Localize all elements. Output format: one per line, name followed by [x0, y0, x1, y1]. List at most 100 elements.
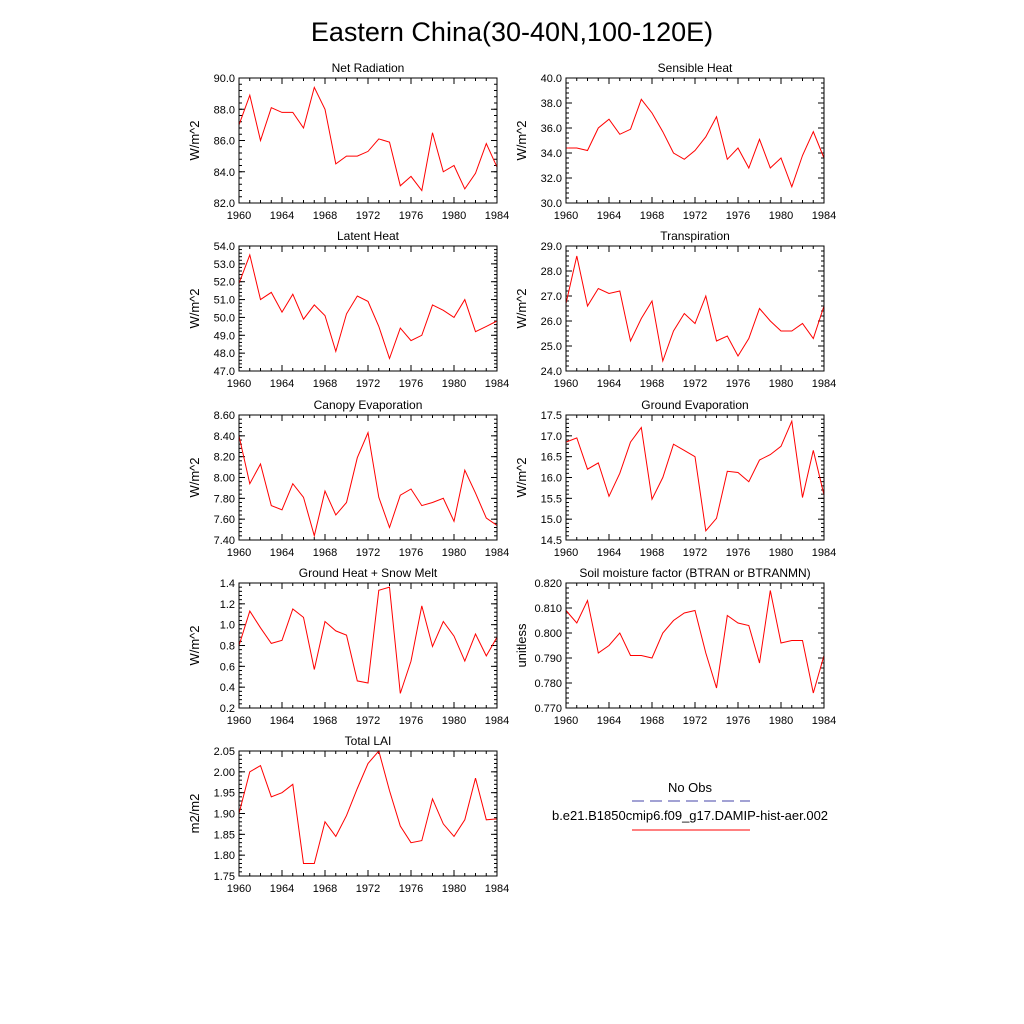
y-tick-label: 24.0 — [541, 366, 562, 378]
y-axis-label: W/m^2 — [187, 288, 202, 328]
y-tick-label: 86.0 — [214, 136, 235, 148]
panel-title: Transpiration — [660, 229, 730, 243]
x-tick-label: 1972 — [356, 210, 380, 222]
x-tick-label: 1980 — [769, 210, 793, 222]
x-tick-label: 1976 — [726, 547, 750, 559]
x-tick-label: 1984 — [485, 715, 509, 727]
panels-container: Net Radiation W/m^2 82.0 84.0 86.0 88.0 90.0 19… — [187, 61, 836, 895]
y-tick-label: 54.0 — [214, 241, 235, 253]
x-tick-label: 1980 — [442, 715, 466, 727]
x-tick-label: 1968 — [640, 547, 664, 559]
y-tick-label: 16.0 — [541, 473, 562, 485]
panel-title: Latent Heat — [337, 229, 400, 243]
x-tick-label: 1980 — [769, 715, 793, 727]
x-tick-label: 1968 — [640, 210, 664, 222]
legend-obs-label: No Obs — [668, 780, 713, 795]
legend-model-label: b.e21.B1850cmip6.f09_g17.DAMIP-hist-aer.… — [552, 808, 828, 823]
y-tick-label: 51.0 — [214, 295, 235, 307]
y-tick-label: 7.40 — [214, 535, 235, 547]
x-tick-label: 1984 — [812, 547, 836, 559]
x-tick-label: 1980 — [442, 210, 466, 222]
x-tick-label: 1976 — [726, 715, 750, 727]
chart-panel-7: Ground Heat + Snow Melt W/m^2 0.2 0.4 0.6 0.8… — [187, 566, 509, 727]
x-tick-label: 1968 — [640, 378, 664, 390]
chart-panel-2: Sensible Heat W/m^2 30.0 32.0 34.0 36.0 38.0 40… — [514, 61, 836, 222]
x-tick-label: 1976 — [399, 715, 423, 727]
series-line — [566, 98, 825, 189]
x-tick-label: 1976 — [726, 210, 750, 222]
y-tick-label: 28.0 — [541, 266, 562, 278]
x-tick-label: 1964 — [597, 378, 621, 390]
legend: No Obs b.e21.B1850cmip6.f09_g17.DAMIP-hi… — [552, 780, 828, 831]
x-tick-label: 1968 — [313, 883, 337, 895]
chart-panel-5: Canopy Evaporation W/m^2 7.40 7.60 7.80 8.00 8… — [187, 398, 509, 559]
x-tick-label: 1972 — [683, 210, 707, 222]
y-tick-label: 27.0 — [541, 291, 562, 303]
x-tick-label: 1980 — [769, 378, 793, 390]
y-tick-label: 17.0 — [541, 431, 562, 443]
y-tick-label: 7.60 — [214, 514, 235, 526]
chart-panel-9: Total LAI m2/m2 1.75 1.80 1.85 1.90 1.95 2.00 2.… — [187, 734, 509, 895]
x-tick-label: 1972 — [683, 378, 707, 390]
x-tick-label: 1968 — [313, 547, 337, 559]
y-tick-label: 2.00 — [214, 767, 235, 779]
y-tick-label: 8.60 — [214, 410, 235, 422]
y-axis-label: unitless — [514, 623, 529, 668]
series-line — [565, 255, 825, 363]
plot-frame — [238, 582, 498, 709]
x-tick-label: 1980 — [442, 883, 466, 895]
series-line — [238, 749, 498, 864]
plot-frame — [565, 245, 825, 372]
series-line — [238, 586, 498, 694]
y-tick-label: 88.0 — [214, 104, 235, 116]
x-tick-label: 1980 — [769, 547, 793, 559]
x-tick-label: 1984 — [812, 210, 836, 222]
x-tick-label: 1984 — [812, 378, 836, 390]
panel-title: Total LAI — [345, 734, 392, 748]
y-tick-label: 17.5 — [541, 410, 562, 422]
y-tick-label: 8.20 — [214, 452, 235, 464]
y-tick-label: 14.5 — [541, 535, 562, 547]
x-tick-label: 1976 — [399, 378, 423, 390]
panel-title: Sensible Heat — [658, 61, 733, 75]
chart-panel-3: Latent Heat W/m^2 47.0 48.0 49.0 50.0 51.0 52.0… — [187, 229, 509, 390]
chart-panel-8: Soil moisture factor (BTRAN or BTRANMN) u… — [514, 566, 836, 727]
x-tick-label: 1960 — [227, 547, 251, 559]
series-line — [565, 419, 825, 532]
x-tick-label: 1972 — [356, 715, 380, 727]
y-axis-label: m2/m2 — [187, 794, 202, 834]
x-tick-label: 1984 — [812, 715, 836, 727]
y-axis-label: W/m^2 — [514, 457, 529, 497]
chart-panel-6: Ground Evaporation W/m^2 14.5 15.0 15.5 16.0 1… — [514, 398, 836, 559]
y-tick-label: 36.0 — [541, 123, 562, 135]
y-tick-label: 0.770 — [534, 703, 562, 715]
x-tick-label: 1980 — [442, 378, 466, 390]
x-tick-label: 1976 — [399, 210, 423, 222]
y-tick-label: 0.780 — [534, 678, 562, 690]
panel-title: Soil moisture factor (BTRAN or BTRANMN) — [579, 566, 810, 580]
y-tick-label: 25.0 — [541, 341, 562, 353]
x-tick-label: 1968 — [313, 378, 337, 390]
y-tick-label: 16.5 — [541, 452, 562, 464]
x-tick-label: 1972 — [356, 547, 380, 559]
x-tick-label: 1964 — [270, 883, 294, 895]
chart-panel-1: Net Radiation W/m^2 82.0 84.0 86.0 88.0 90.0 19… — [187, 61, 509, 222]
panel-title: Ground Heat + Snow Melt — [299, 566, 438, 580]
y-tick-label: 1.0 — [220, 620, 235, 632]
y-tick-label: 1.90 — [214, 809, 235, 821]
x-tick-label: 1960 — [554, 547, 578, 559]
x-tick-label: 1964 — [270, 547, 294, 559]
x-tick-label: 1968 — [640, 715, 664, 727]
y-tick-label: 49.0 — [214, 330, 235, 342]
series-line — [238, 253, 498, 361]
y-axis-label: W/m^2 — [514, 288, 529, 328]
y-tick-label: 8.00 — [214, 473, 235, 485]
x-tick-label: 1964 — [270, 715, 294, 727]
x-tick-label: 1984 — [485, 547, 509, 559]
x-tick-label: 1976 — [399, 883, 423, 895]
series-line — [238, 430, 498, 538]
x-tick-label: 1960 — [554, 210, 578, 222]
y-axis-label: W/m^2 — [187, 625, 202, 665]
y-tick-label: 15.5 — [541, 493, 562, 505]
y-tick-label: 0.8 — [220, 641, 235, 653]
